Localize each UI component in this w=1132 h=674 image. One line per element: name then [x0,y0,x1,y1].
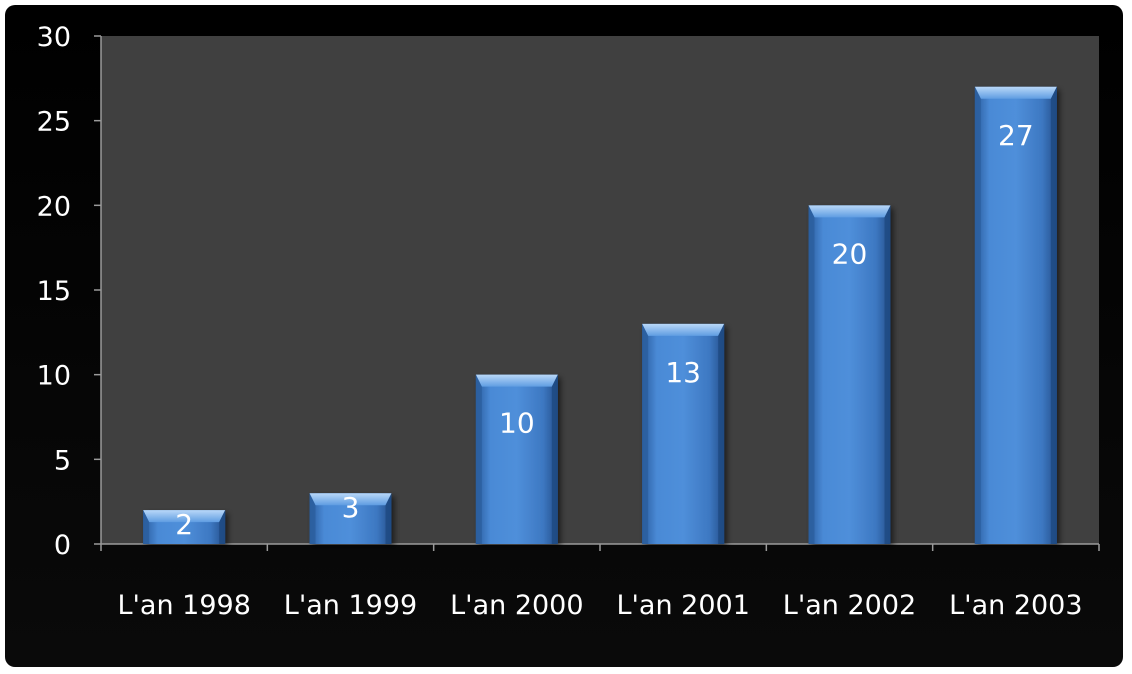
x-tick-label: L'an 1999 [284,590,417,621]
data-label: 27 [998,119,1034,152]
bar-bevel-left [642,323,649,544]
plot-background [101,36,1099,544]
bar-bevel-left [974,86,981,545]
x-tick-label: L'an 2000 [450,590,583,621]
x-tick-label: L'an 2002 [783,590,916,621]
labels: 2 L'an 1998 3 L'an 1999 10 L'an 2000 13 L'an 20… [117,119,1082,621]
bar-bevel-right [1050,86,1057,545]
bar-cap [974,86,1057,99]
x-tick-label: L'an 1998 [117,590,250,621]
bar-4 [642,323,725,544]
bar-bevel-right [884,205,891,545]
bars [143,86,1057,545]
bar-bevel-right [219,510,226,544]
bar-6 [974,86,1057,545]
bar-2 [309,493,392,544]
bar [808,205,891,545]
bar-cap [143,510,226,523]
y-tick-label: 15 [37,276,71,307]
x-tick-label: L'an 2001 [616,590,749,621]
bar-cap [475,374,558,387]
y-tick-label: 20 [37,191,71,222]
bar-bevel-left [143,510,150,544]
bar-bevel-right [385,493,392,544]
bar-cap [642,323,725,336]
bar-cap [808,205,891,218]
bar-bevel-left [808,205,815,545]
data-label: 20 [832,237,868,270]
bar-bevel-right [551,374,558,544]
bar [642,323,725,544]
bar-cap [309,493,392,506]
y-tick-label: 0 [54,530,71,561]
y-tick-label: 5 [54,445,71,476]
bar [974,86,1057,545]
data-label: 2 [175,508,193,541]
data-label: 13 [665,356,701,389]
bar-bevel-left [309,493,316,544]
bar [475,374,558,544]
x-tick-label: L'an 2003 [949,590,1082,621]
bar-1 [143,510,226,544]
y-tick-label: 10 [37,361,71,392]
bar-3 [475,374,558,544]
bar-5 [808,205,891,545]
plot-area [101,36,1099,544]
data-label: 3 [342,491,360,524]
y-tick-label: 25 [37,107,71,138]
y-tick-label: 30 [37,22,71,53]
bar-bevel-left [475,374,482,544]
axes: 0 5 10 15 20 25 30 [37,22,1100,561]
bar-bevel-right [718,323,725,544]
data-label: 10 [499,407,535,440]
